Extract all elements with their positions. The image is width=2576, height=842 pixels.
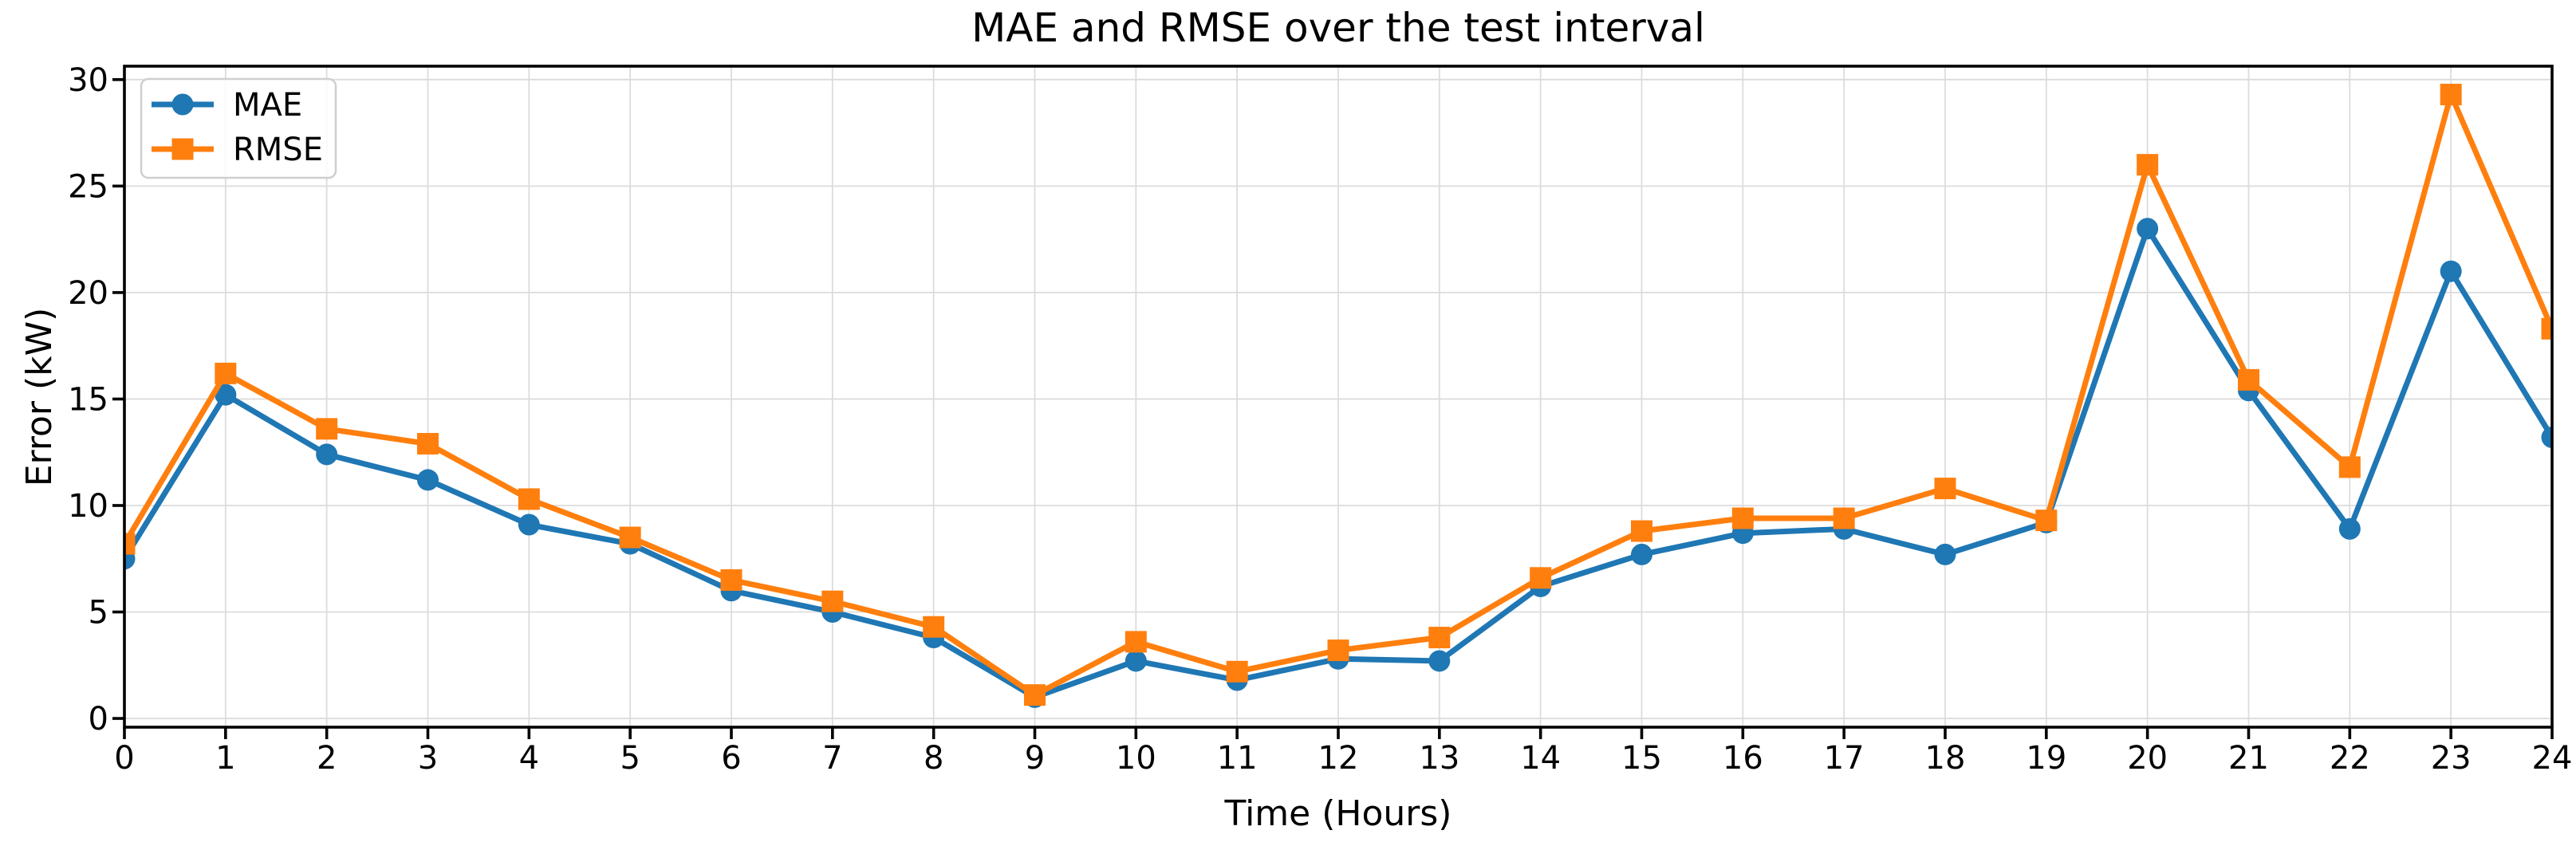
legend-label-rmse: RMSE (233, 132, 323, 168)
rmse-marker (124, 533, 136, 555)
rmse-marker (1731, 507, 1754, 529)
x-tick-label: 3 (418, 740, 438, 777)
rmse-marker (1327, 639, 1349, 662)
x-tick-label: 22 (2330, 740, 2370, 777)
legend-item-mae: MAE (152, 87, 302, 124)
mae-marker (1428, 650, 1451, 672)
mae-marker (1631, 543, 1652, 565)
x-tick-label: 1 (215, 740, 235, 777)
axis-ticks: 0 1 2 3 4 5 6 7 8 9 10 11 12 13 14 15 16 17 18 19 20 21 22 23 24… (68, 62, 2572, 777)
x-tick-label: 11 (1217, 740, 1258, 777)
chart-title: MAE and RMSE over the test interval (971, 5, 1705, 51)
mae-marker (518, 513, 540, 536)
rmse-marker (518, 488, 540, 510)
rmse-marker (2035, 510, 2058, 532)
x-tick-label: 21 (2228, 740, 2269, 777)
rmse-marker (720, 569, 742, 591)
rmse-marker (1428, 627, 1451, 649)
mae-marker (215, 384, 237, 406)
x-tick-label: 5 (620, 740, 640, 777)
x-tick-label: 23 (2431, 740, 2472, 777)
x-tick-label: 0 (114, 740, 134, 777)
y-tick-label: 20 (68, 275, 108, 312)
rmse-marker (821, 590, 844, 612)
y-tick-label: 0 (89, 701, 108, 738)
mae-marker (1125, 650, 1147, 672)
y-tick-label: 10 (68, 488, 108, 525)
y-axis-label: Error (kW) (19, 308, 60, 487)
x-tick-label: 19 (2026, 740, 2066, 777)
x-tick-label: 4 (519, 740, 539, 777)
x-axis-label: Time (Hours) (1224, 793, 1452, 834)
x-tick-label: 7 (822, 740, 842, 777)
rmse-marker (1024, 684, 1046, 706)
x-tick-label: 8 (924, 740, 943, 777)
y-tick-label: 25 (68, 168, 108, 205)
x-tick-label: 12 (1318, 740, 1359, 777)
legend-item-rmse: RMSE (152, 132, 323, 168)
rmse-marker (1226, 660, 1248, 683)
x-tick-label: 6 (721, 740, 741, 777)
mae-marker (2137, 218, 2159, 240)
rmse-marker (1833, 507, 1855, 529)
rmse-marker (2541, 317, 2552, 340)
legend: MAE RMSE (140, 77, 337, 179)
mae-marker (316, 443, 338, 466)
mae-marker (417, 469, 439, 491)
rmse-marker (2238, 368, 2259, 391)
rmse-marker (417, 433, 439, 455)
x-tick-label: 2 (317, 740, 337, 777)
y-tick-label: 30 (68, 62, 108, 99)
circle-marker-icon (171, 93, 194, 116)
x-tick-label: 16 (1723, 740, 1763, 777)
rmse-marker (2137, 154, 2159, 176)
mae-marker (2338, 517, 2361, 540)
mae-marker (2440, 260, 2462, 282)
legend-label-mae: MAE (233, 87, 302, 124)
rmse-marker (2338, 456, 2361, 478)
data-series-layer (124, 84, 2552, 708)
x-tick-label: 20 (2127, 740, 2168, 777)
x-tick-label: 14 (1520, 740, 1561, 777)
x-tick-label: 15 (1621, 740, 1662, 777)
rmse-marker (1631, 520, 1652, 542)
rmse-marker (619, 526, 641, 549)
x-tick-label: 9 (1025, 740, 1045, 777)
square-marker-icon (171, 138, 194, 160)
rmse-marker (215, 362, 237, 384)
rmse-marker (923, 616, 945, 638)
x-tick-label: 24 (2532, 740, 2573, 777)
rmse-marker (1125, 631, 1147, 653)
gridlines (124, 66, 2553, 727)
x-tick-label: 18 (1925, 740, 1966, 777)
x-tick-label: 13 (1419, 740, 1459, 777)
rmse-marker (1934, 478, 1956, 500)
x-tick-label: 10 (1116, 740, 1156, 777)
y-tick-label: 15 (68, 381, 108, 418)
rmse-marker (1530, 567, 1552, 589)
rmse-marker (2440, 84, 2462, 106)
x-tick-label: 17 (1824, 740, 1865, 777)
rmse-marker (316, 418, 338, 440)
mae-marker (1934, 543, 1956, 565)
mae-marker (2541, 427, 2552, 449)
y-tick-label: 5 (89, 595, 108, 632)
